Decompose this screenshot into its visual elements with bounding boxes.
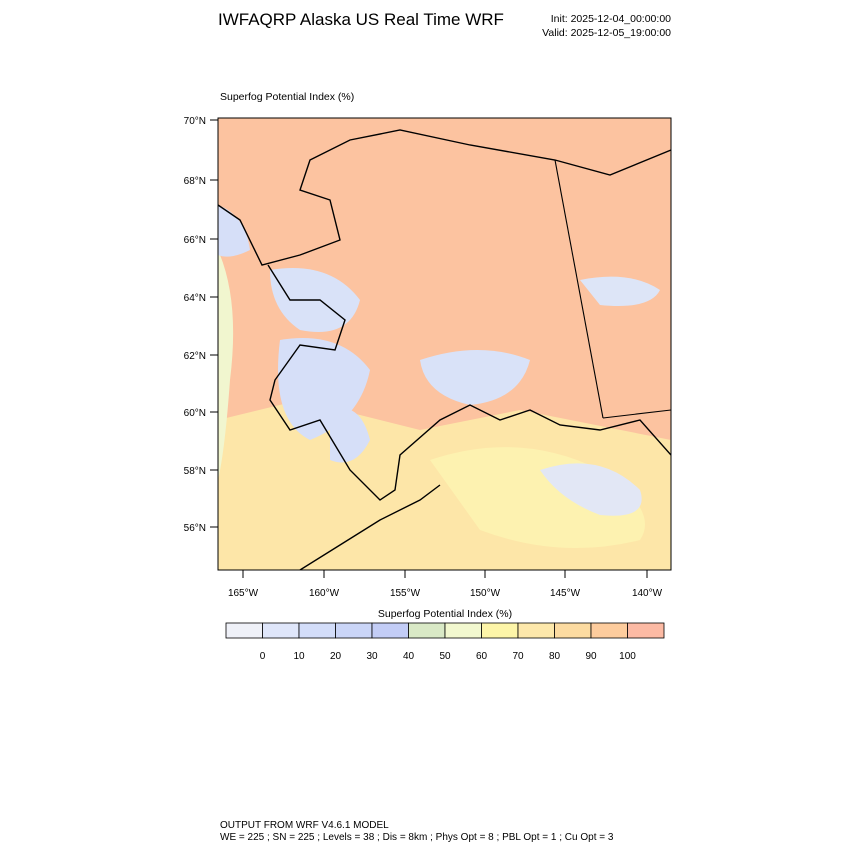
colorbar-box	[408, 622, 446, 639]
lat-label: 70°N	[184, 116, 206, 127]
map-frame	[217, 117, 672, 571]
footer-line: WE = 225 ; SN = 225 ; Levels = 38 ; Dis …	[220, 832, 614, 843]
init-time: Init: 2025-12-04_00:00:00	[551, 13, 671, 25]
colorbar-box	[298, 622, 336, 639]
lat-label: 60°N	[184, 408, 206, 419]
colorbar-label: 10	[293, 651, 305, 662]
lat-label: 68°N	[184, 176, 206, 187]
colorbar: 0 10 20 30 40 50 60 70 80 90 100	[225, 622, 665, 662]
field-west	[218, 250, 234, 480]
lat-label: 64°N	[184, 293, 206, 304]
colorbar-box	[262, 622, 300, 639]
border	[554, 159, 604, 419]
lon-label: 160°W	[309, 588, 340, 599]
lat-label: 56°N	[184, 523, 206, 534]
colorbar-label: 90	[585, 651, 597, 662]
colorbar-label: 50	[439, 651, 451, 662]
colorbar-label: 20	[330, 651, 342, 662]
colorbar-box	[554, 622, 592, 639]
colorbar-box	[517, 622, 555, 639]
colorbar-label: 60	[476, 651, 488, 662]
field-blue	[218, 205, 250, 257]
colorbar-title: Superfog Potential Index (%)	[378, 608, 512, 620]
colorbar-box	[444, 622, 482, 639]
lat-label: 58°N	[184, 466, 206, 477]
map-label: Superfog Potential Index (%)	[220, 91, 354, 103]
lat-label: 66°N	[184, 235, 206, 246]
lon-label: 140°W	[632, 588, 663, 599]
field-blue	[580, 276, 660, 306]
colorbar-label: 0	[260, 651, 266, 662]
map-labels: 70°N 68°N 66°N 64°N 62°N 60°N 58°N 56°N 165°W 160…	[184, 116, 663, 599]
coastline	[267, 264, 671, 501]
colorbar-label: 40	[403, 651, 415, 662]
colorbar-label: 30	[366, 651, 378, 662]
lon-label: 155°W	[390, 588, 421, 599]
field-blue	[330, 408, 370, 463]
colorbar-box	[371, 622, 409, 639]
lat-label: 62°N	[184, 351, 206, 362]
lon-label: 145°W	[550, 588, 581, 599]
colorbar-box	[627, 622, 665, 639]
colorbar-box	[481, 622, 519, 639]
field-blue	[540, 463, 642, 516]
valid-time: Valid: 2025-12-05_19:00:00	[542, 27, 671, 39]
map-field	[218, 118, 671, 570]
footer-line: OUTPUT FROM WRF V4.6.1 MODEL	[220, 820, 389, 831]
coastline	[218, 129, 671, 266]
colorbar-box	[225, 622, 263, 639]
title: IWFAQRP Alaska US Real Time WRF	[218, 10, 504, 29]
colorbar-box	[590, 622, 628, 639]
border	[602, 409, 671, 419]
colorbar-label: 70	[512, 651, 524, 662]
field-blue	[420, 350, 530, 405]
colorbar-box	[335, 622, 373, 639]
colorbar-label: 80	[549, 651, 561, 662]
coastline	[299, 484, 441, 570]
lon-label: 165°W	[228, 588, 259, 599]
lon-label: 150°W	[470, 588, 501, 599]
colorbar-label: 100	[619, 651, 636, 662]
